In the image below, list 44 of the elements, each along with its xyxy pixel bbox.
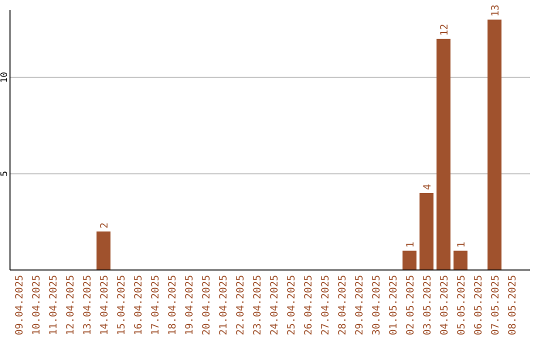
x-tick-label: 15.04.2025 xyxy=(116,275,128,336)
bar xyxy=(488,20,502,270)
x-tick-label: 03.05.2025 xyxy=(422,275,434,336)
bar xyxy=(436,38,450,270)
x-tick-label: 16.04.2025 xyxy=(134,275,144,336)
x-tick-label: 28.04.2025 xyxy=(338,275,348,336)
x-tick-label: 26.04.2025 xyxy=(304,275,314,336)
x-tick-label: 10.04.2025 xyxy=(32,275,42,336)
x-tick-label: 19.04.2025 xyxy=(184,275,196,336)
x-tick-label: 05.05.2025 xyxy=(456,275,468,336)
data-label: 2 xyxy=(100,222,110,228)
x-tick-label: 02.05.2025 xyxy=(406,275,416,336)
x-tick-label: 24.04.2025 xyxy=(270,275,280,336)
x-tick-label: 04.05.2025 xyxy=(440,275,450,336)
x-tick-label: 30.04.2025 xyxy=(372,275,382,336)
x-tick-label: 12.04.2025 xyxy=(66,275,76,336)
x-tick-label: 13.04.2025 xyxy=(82,275,94,336)
data-label: 13 xyxy=(490,4,502,17)
y-tick-label: 10 xyxy=(0,72,10,83)
x-tick-label: 25.04.2025 xyxy=(286,275,298,336)
data-label: 1 xyxy=(456,242,468,248)
x-tick-label: 08.05.2025 xyxy=(508,275,518,336)
x-tick-label: 18.04.2025 xyxy=(168,275,178,336)
bar xyxy=(454,250,468,270)
bar xyxy=(420,192,434,270)
x-tick-label: 21.04.2025 xyxy=(218,275,230,336)
bar xyxy=(96,231,110,270)
x-tick-label: 22.04.2025 xyxy=(236,275,246,336)
bar xyxy=(402,250,416,270)
x-tick-label: 06.05.2025 xyxy=(474,275,484,336)
y-tick-label: 5 xyxy=(0,170,10,176)
x-tick-label: 09.04.2025 xyxy=(14,275,26,336)
x-tick-label: 23.04.2025 xyxy=(252,275,264,336)
x-tick-label: 20.04.2025 xyxy=(202,275,212,336)
x-tick-label: 11.04.2025 xyxy=(48,275,60,336)
data-label: 12 xyxy=(440,24,450,36)
data-label: 1 xyxy=(406,242,416,248)
x-tick-label: 17.04.2025 xyxy=(150,275,162,336)
x-tick-label: 27.04.2025 xyxy=(320,275,332,336)
x-tick-label: 29.04.2025 xyxy=(354,275,366,336)
x-tick-label: 01.05.2025 xyxy=(388,275,400,336)
x-tick-label: 07.05.2025 xyxy=(490,275,502,336)
x-tick-label: 14.04.2025 xyxy=(100,275,110,336)
data-label: 4 xyxy=(422,184,434,190)
